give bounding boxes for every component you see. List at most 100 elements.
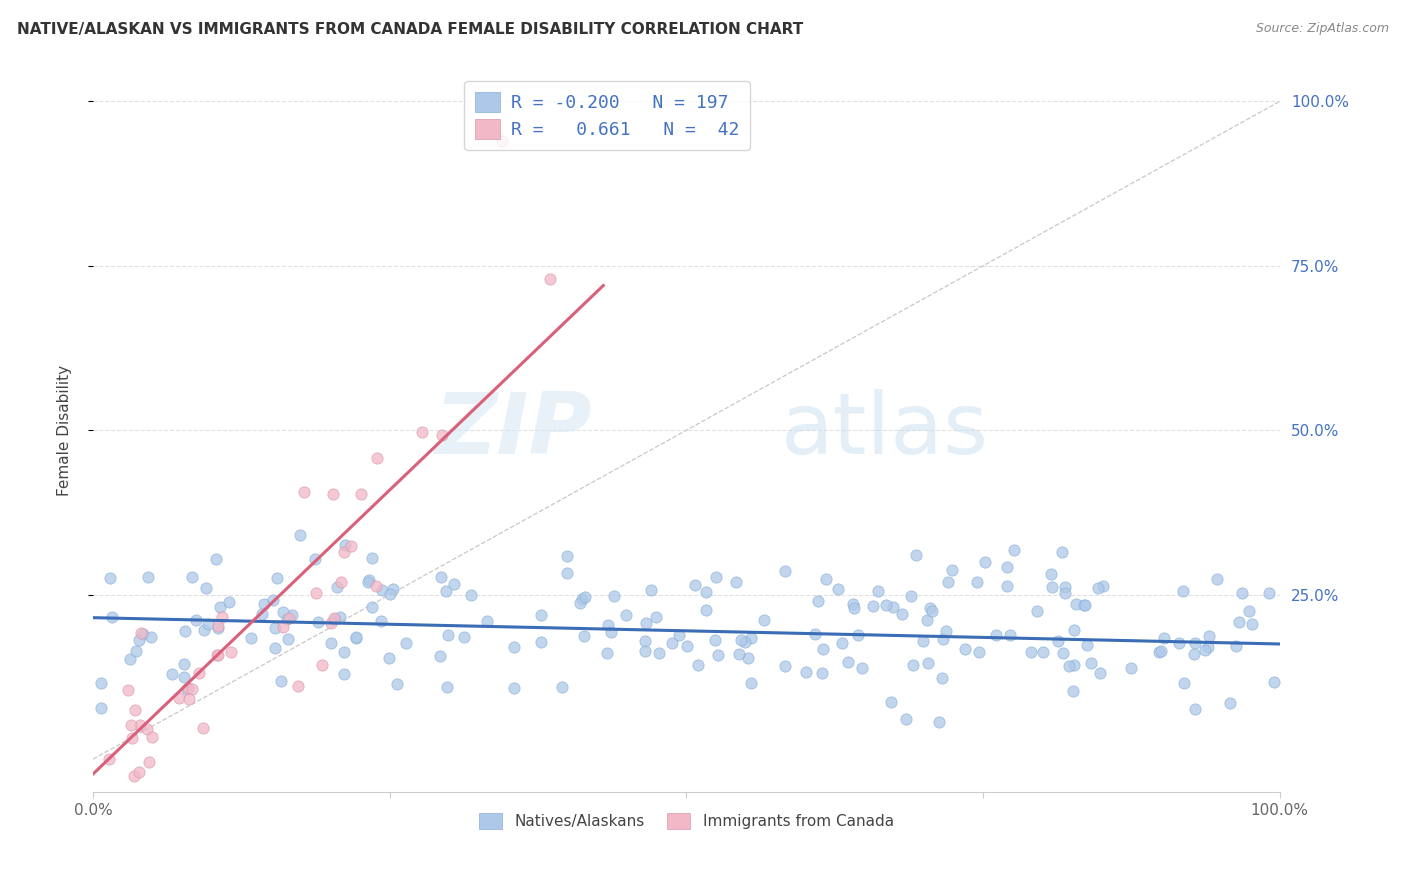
Point	[434, 584, 457, 599]
Point	[253, 597, 276, 611]
Point	[124, 703, 146, 717]
Point	[599, 624, 621, 639]
Point	[894, 712, 917, 726]
Point	[430, 570, 453, 584]
Point	[668, 628, 690, 642]
Point	[1040, 580, 1063, 594]
Point	[634, 644, 657, 658]
Text: Source: ZipAtlas.com: Source: ZipAtlas.com	[1256, 22, 1389, 36]
Point	[197, 617, 219, 632]
Point	[737, 651, 759, 665]
Point	[880, 694, 903, 708]
Point	[319, 615, 342, 630]
Point	[160, 666, 183, 681]
Point	[129, 718, 152, 732]
Point	[411, 425, 433, 440]
Point	[366, 450, 388, 465]
Point	[1073, 599, 1095, 613]
Point	[207, 621, 229, 635]
Point	[430, 428, 453, 442]
Point	[725, 575, 748, 590]
Point	[503, 681, 526, 695]
Point	[614, 608, 637, 623]
Point	[122, 769, 145, 783]
Point	[350, 487, 373, 501]
Point	[193, 623, 215, 637]
Point	[1057, 659, 1080, 673]
Point	[270, 673, 292, 688]
Point	[277, 632, 299, 646]
Point	[100, 610, 122, 624]
Point	[1076, 638, 1098, 652]
Point	[361, 599, 384, 614]
Point	[1087, 581, 1109, 595]
Point	[967, 645, 990, 659]
Point	[574, 590, 596, 604]
Point	[173, 657, 195, 671]
Point	[636, 615, 658, 630]
Point	[263, 640, 285, 655]
Point	[252, 607, 274, 621]
Point	[128, 632, 150, 647]
Point	[125, 644, 148, 658]
Legend: Natives/Alaskans, Immigrants from Canada: Natives/Alaskans, Immigrants from Canada	[472, 806, 900, 835]
Point	[730, 632, 752, 647]
Point	[180, 681, 202, 696]
Point	[676, 639, 699, 653]
Point	[177, 681, 200, 696]
Point	[207, 648, 229, 662]
Point	[728, 647, 751, 661]
Point	[326, 580, 349, 594]
Point	[167, 691, 190, 706]
Point	[704, 569, 727, 583]
Point	[395, 636, 418, 650]
Point	[810, 665, 832, 680]
Point	[1149, 645, 1171, 659]
Point	[370, 614, 392, 628]
Point	[862, 599, 884, 614]
Point	[128, 764, 150, 779]
Point	[530, 634, 553, 648]
Point	[366, 579, 388, 593]
Point	[139, 630, 162, 644]
Point	[551, 680, 574, 694]
Point	[329, 609, 352, 624]
Point	[371, 582, 394, 597]
Point	[333, 538, 356, 552]
Point	[1119, 661, 1142, 675]
Point	[1063, 658, 1085, 673]
Point	[1032, 645, 1054, 659]
Point	[176, 682, 198, 697]
Point	[1064, 597, 1087, 611]
Point	[841, 597, 863, 611]
Point	[1237, 604, 1260, 618]
Point	[905, 548, 928, 562]
Point	[294, 484, 316, 499]
Point	[121, 731, 143, 746]
Point	[120, 652, 142, 666]
Point	[1063, 624, 1085, 638]
Point	[211, 610, 233, 624]
Point	[901, 658, 924, 673]
Point	[707, 648, 730, 662]
Point	[1229, 615, 1251, 629]
Point	[187, 665, 209, 680]
Point	[322, 487, 344, 501]
Point	[1171, 584, 1194, 599]
Point	[333, 545, 356, 559]
Point	[330, 575, 353, 590]
Point	[307, 615, 329, 629]
Point	[695, 585, 717, 599]
Point	[1230, 586, 1253, 600]
Point	[204, 552, 226, 566]
Point	[603, 589, 626, 603]
Point	[754, 613, 776, 627]
Point	[875, 598, 897, 612]
Point	[851, 661, 873, 675]
Point	[287, 679, 309, 693]
Point	[344, 631, 367, 645]
Point	[530, 607, 553, 622]
Point	[973, 555, 995, 569]
Point	[807, 594, 830, 608]
Point	[918, 600, 941, 615]
